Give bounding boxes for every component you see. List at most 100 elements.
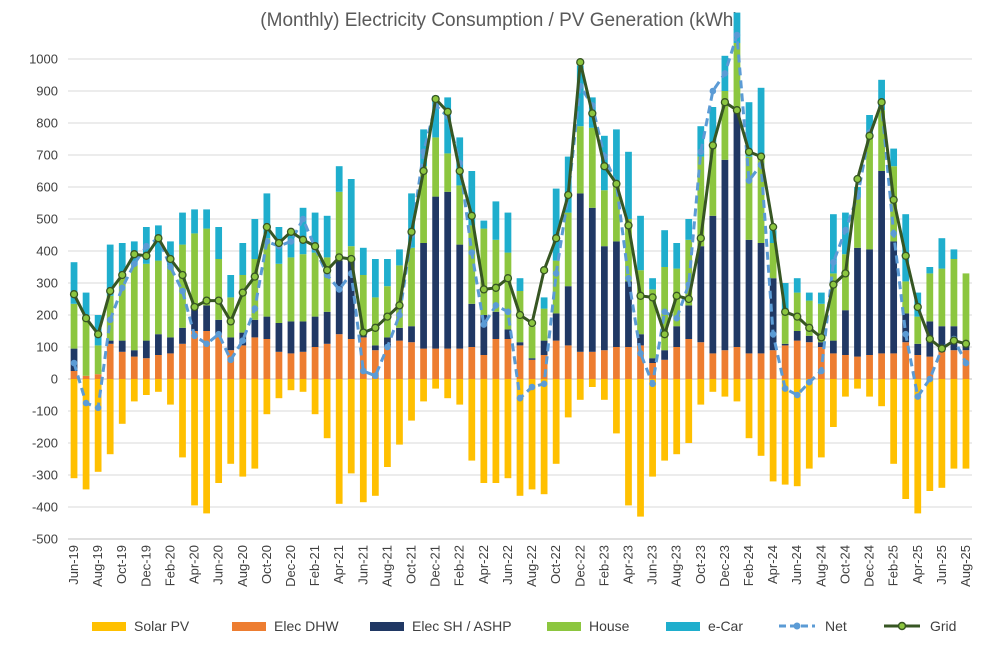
bar-solar-pv	[733, 379, 741, 402]
point-net	[709, 87, 717, 95]
x-tick-label: Apr-23	[620, 545, 635, 584]
bar-e-car	[830, 214, 837, 274]
bar-solar-pv	[82, 379, 90, 490]
bar-elec-sh-ashp	[106, 340, 114, 344]
bar-solar-pv	[456, 379, 464, 405]
x-tick-label: Oct-24	[837, 545, 852, 584]
bar-e-car	[685, 219, 693, 240]
bar-solar-pv	[793, 379, 801, 487]
point-grid	[841, 269, 850, 278]
bar-e-car	[817, 292, 825, 304]
bar-house	[130, 265, 138, 351]
bar-house	[902, 281, 910, 314]
bar-elec-dhw	[420, 348, 427, 379]
bar-e-car	[384, 259, 391, 287]
point-grid	[69, 290, 79, 299]
bar-elec-sh-ashp	[866, 249, 873, 355]
point-grid	[298, 235, 308, 244]
bar-elec-dhw	[914, 355, 922, 379]
bar-elec-sh-ashp	[130, 350, 138, 357]
bar-solar-pv	[106, 379, 114, 455]
point-net	[830, 258, 837, 266]
bar-elec-sh-ashp	[227, 337, 235, 351]
legend-label-e-car: e-Car	[708, 618, 744, 634]
point-grid	[624, 221, 633, 230]
y-tick-label: -400	[32, 500, 58, 515]
bar-e-car	[540, 297, 548, 309]
bar-elec-sh-ashp	[275, 323, 283, 352]
legend-swatch-elec-sh-ashp	[370, 621, 404, 631]
bar-elec-sh-ashp	[371, 345, 379, 351]
bar-e-car	[805, 292, 813, 301]
point-grid	[515, 310, 525, 320]
bar-house	[866, 134, 873, 250]
bar-house	[914, 316, 922, 344]
bar-elec-dhw	[70, 371, 78, 379]
point-net	[191, 332, 198, 340]
point-net	[721, 70, 729, 77]
bar-house	[685, 239, 693, 306]
bar-house	[480, 228, 488, 315]
point-net	[926, 375, 934, 383]
bar-elec-dhw	[335, 334, 343, 379]
point-grid	[588, 109, 597, 118]
bar-solar-pv	[275, 379, 283, 399]
bar-elec-dhw	[745, 353, 753, 379]
bar-solar-pv	[600, 379, 608, 400]
point-grid	[612, 179, 621, 188]
bar-solar-pv	[625, 379, 632, 506]
x-tick-label: Dec-19	[138, 545, 153, 587]
bar-house	[793, 292, 801, 331]
bar-elec-sh-ashp	[251, 319, 259, 338]
point-net	[70, 359, 78, 367]
point-grid	[865, 131, 874, 140]
point-grid	[527, 318, 537, 328]
bar-house	[733, 43, 741, 111]
bar-solar-pv	[155, 379, 162, 392]
legend-item-house: House	[547, 618, 629, 634]
bar-house	[215, 259, 223, 320]
x-tick-label: Jun-24	[789, 545, 804, 585]
point-grid	[672, 291, 681, 300]
bar-elec-dhw	[588, 351, 596, 379]
bar-e-car	[468, 171, 476, 226]
point-grid	[961, 339, 971, 348]
bar-e-car	[396, 249, 403, 266]
x-tick-label: Aug-21	[379, 545, 394, 587]
bar-elec-dhw	[673, 347, 681, 379]
bar-e-car	[625, 151, 632, 219]
bar-elec-dhw	[516, 345, 524, 379]
y-tick-label: -100	[32, 404, 58, 419]
bar-e-car	[203, 209, 210, 229]
point-net	[552, 270, 560, 277]
bar-solar-pv	[371, 379, 379, 496]
bar-elec-dhw	[191, 331, 198, 379]
bar-elec-sh-ashp	[600, 246, 608, 351]
point-net	[661, 308, 668, 316]
bar-elec-dhw	[299, 351, 307, 379]
bar-elec-dhw	[685, 339, 693, 379]
bar-house	[118, 278, 126, 341]
point-grid	[901, 251, 910, 260]
x-tick-label: Apr-22	[476, 545, 491, 584]
bar-solar-pv	[914, 379, 922, 514]
bar-elec-dhw	[323, 343, 331, 379]
bar-solar-pv	[94, 379, 102, 472]
bar-e-car	[311, 212, 319, 253]
legend-swatch-solar-pv	[92, 621, 126, 631]
point-grid	[130, 250, 139, 259]
legend-label-net: Net	[825, 618, 847, 634]
point-net	[130, 260, 138, 268]
bar-house	[576, 126, 584, 194]
bar-house	[408, 247, 415, 327]
bar-solar-pv	[697, 379, 705, 405]
bar-e-car	[335, 166, 343, 192]
point-net	[143, 242, 150, 250]
bar-elec-dhw	[203, 331, 210, 379]
bar-elec-sh-ashp	[745, 239, 753, 354]
x-tick-label: Oct-21	[404, 545, 419, 584]
bar-elec-sh-ashp	[492, 311, 500, 339]
bar-house	[335, 191, 343, 261]
bar-house	[287, 257, 295, 322]
legend-swatch-net	[779, 622, 815, 630]
